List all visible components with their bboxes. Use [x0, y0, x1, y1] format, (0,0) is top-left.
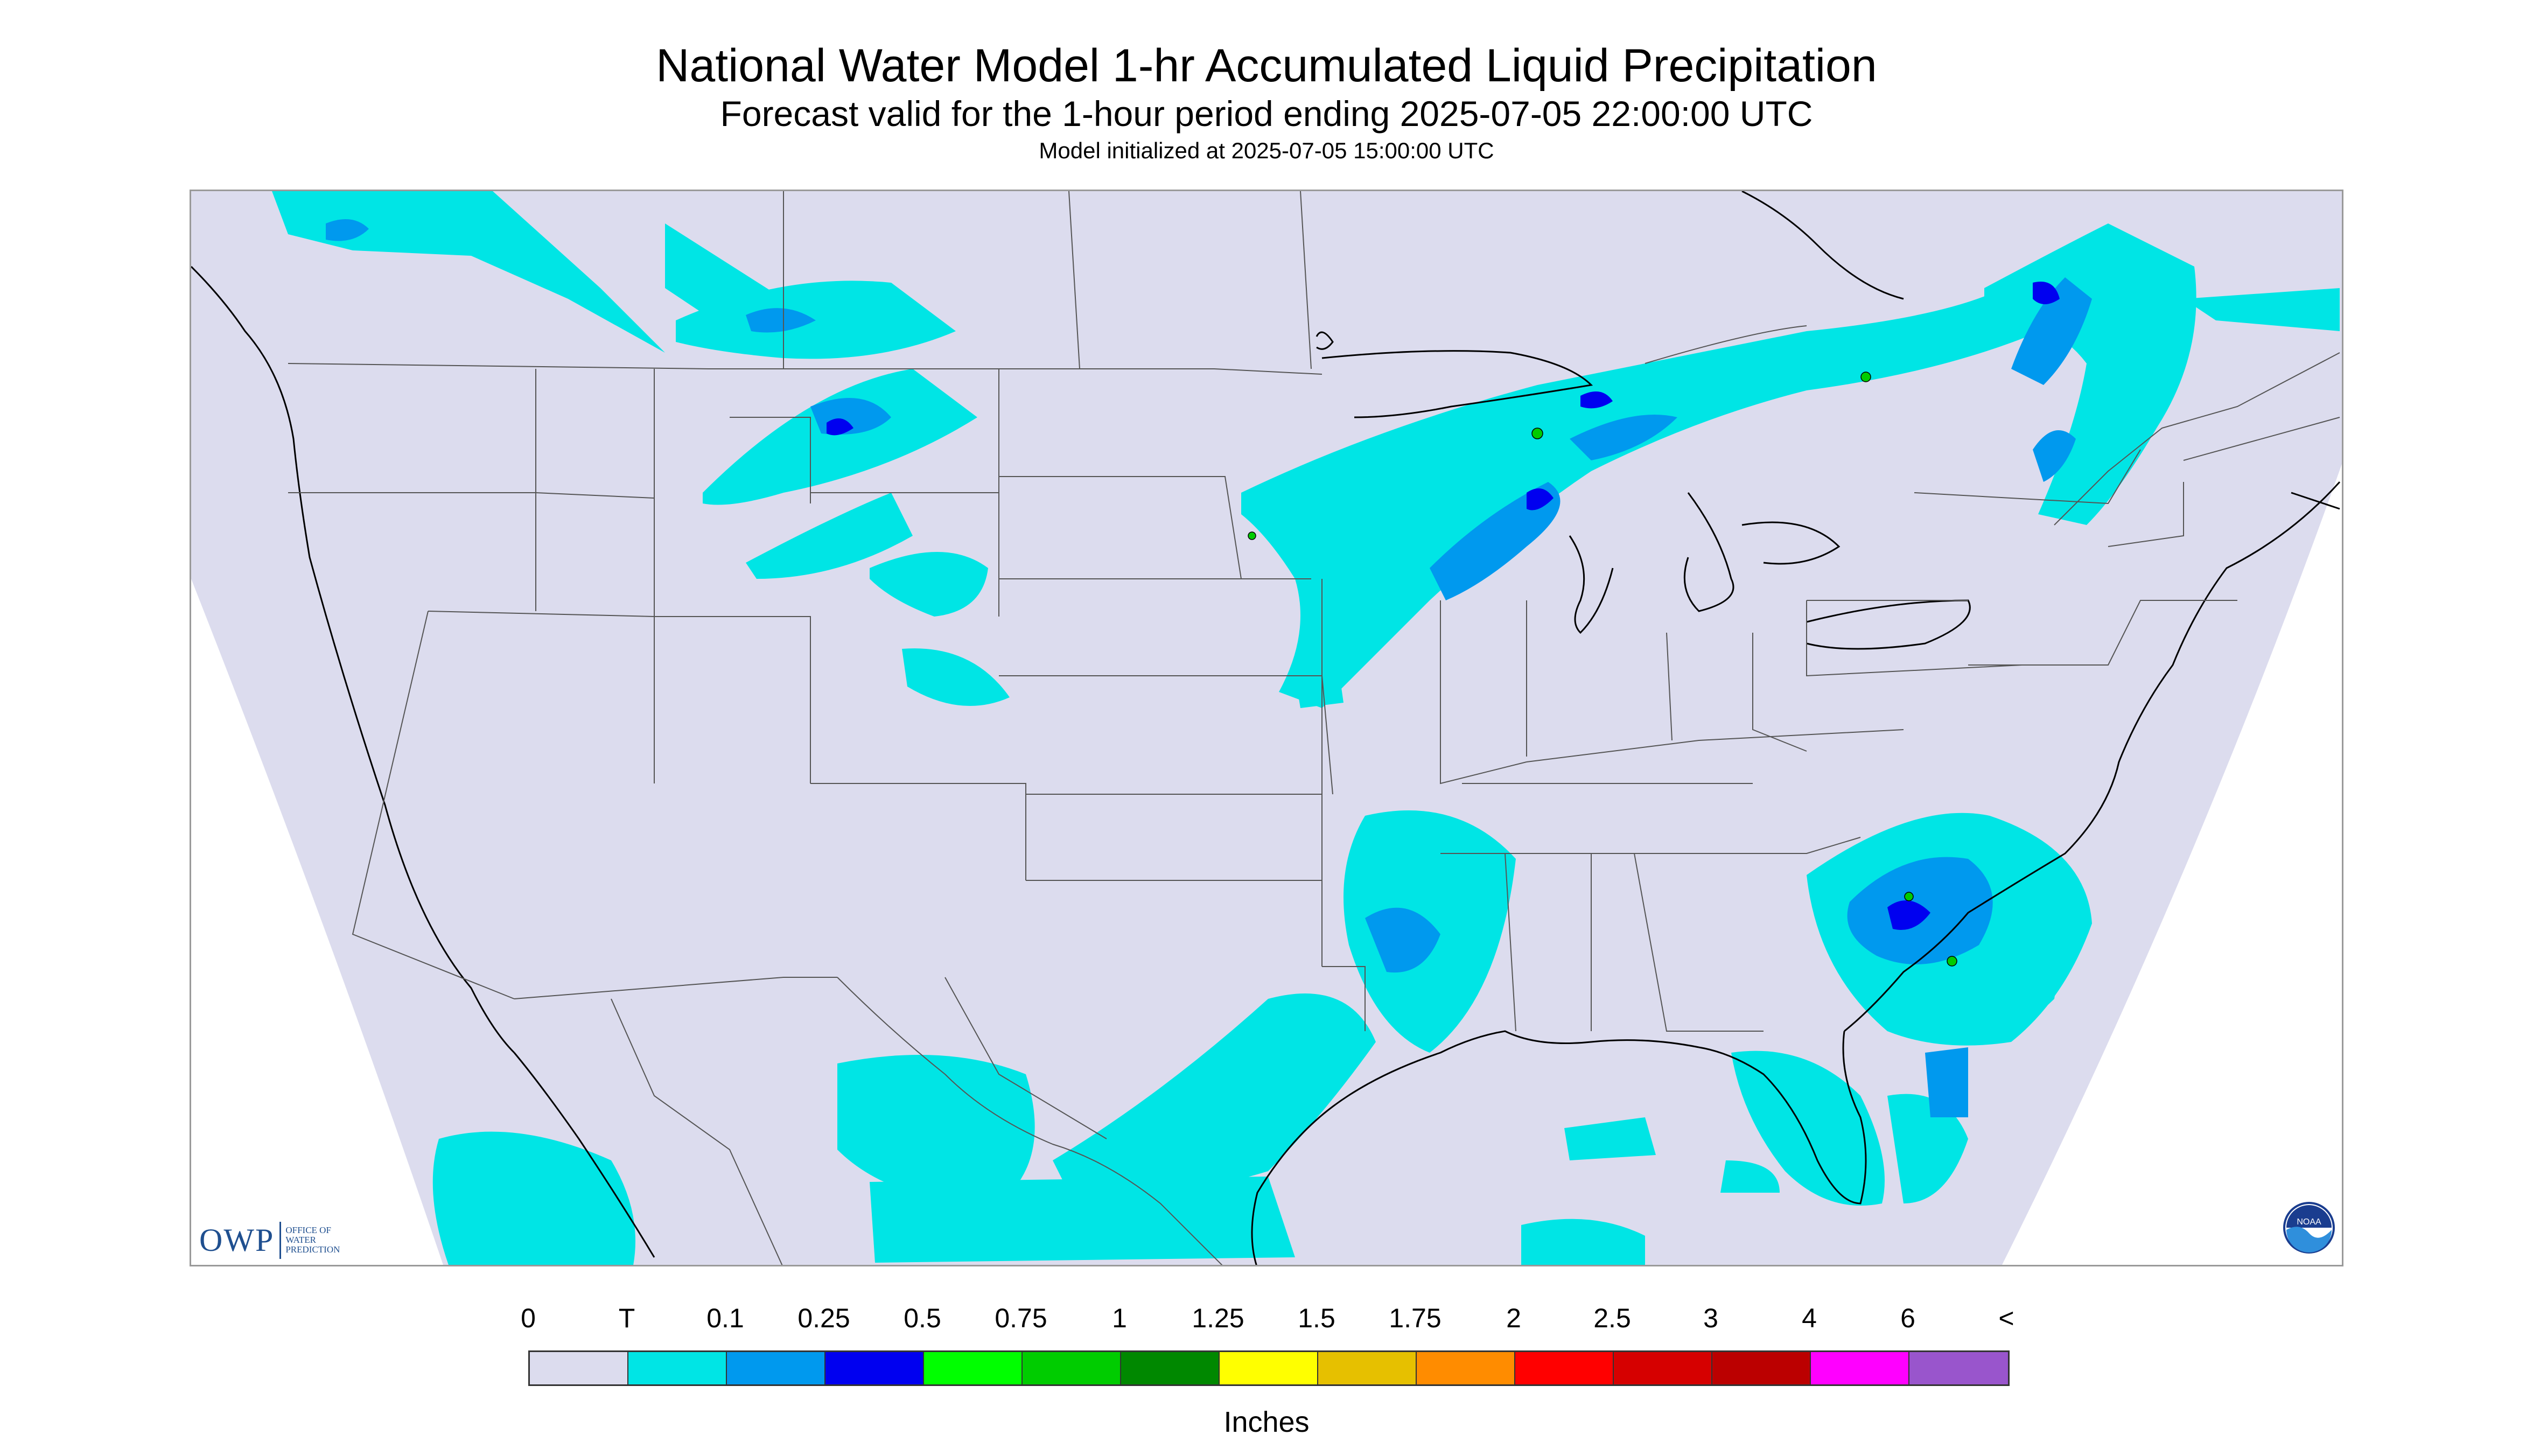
legend-swatch	[924, 1352, 1023, 1384]
legend-label: 2	[1506, 1303, 1521, 1333]
outside-domain-left	[191, 579, 443, 1265]
legend-labels: 0 T 0.1 0.25 0.5 0.75 1 1.25 1.5 1.75 2 2.5 3 4 6 <	[0, 1302, 2533, 1334]
legend-label: 6	[1900, 1303, 1915, 1333]
legend-label: 3	[1703, 1303, 1718, 1333]
legend-label: T	[618, 1303, 635, 1333]
legend-label: 1.5	[1298, 1303, 1335, 1333]
noaa-logo: NOAA	[2283, 1202, 2335, 1254]
outside-domain-right	[2002, 464, 2342, 1265]
legend-swatch	[530, 1352, 628, 1384]
legend-label: <	[1998, 1303, 2014, 1333]
precipitation-map	[190, 190, 2343, 1266]
legend-swatch	[727, 1352, 825, 1384]
legend-swatch	[1417, 1352, 1515, 1384]
legend-swatch	[825, 1352, 924, 1384]
legend-label: 0.1	[706, 1303, 744, 1333]
legend-swatch	[1811, 1352, 1909, 1384]
owp-logo: OWP Office of Water Prediction	[199, 1221, 355, 1259]
legend-label: 4	[1802, 1303, 1817, 1333]
legend-swatch	[1220, 1352, 1318, 1384]
legend-label: 1.75	[1389, 1303, 1442, 1333]
legend-label: 2.5	[1593, 1303, 1631, 1333]
coastlines	[191, 191, 2341, 1265]
legend-label: 1.25	[1192, 1303, 1244, 1333]
owp-logo-mark: OWP	[199, 1221, 282, 1259]
legend-swatch	[1318, 1352, 1417, 1384]
legend-label: 0	[521, 1303, 536, 1333]
precip-heavy-areas	[827, 282, 2060, 930]
legend-label: 0.25	[797, 1303, 850, 1333]
legend-swatch	[1023, 1352, 1121, 1384]
owp-logo-text: Office of Water Prediction	[285, 1225, 340, 1255]
legend-swatch	[1121, 1352, 1220, 1384]
map-canvas	[191, 191, 2342, 1265]
legend-swatch	[1515, 1352, 1614, 1384]
legend-label: 1	[1112, 1303, 1127, 1333]
noaa-logo-text: NOAA	[2297, 1217, 2321, 1227]
legend-swatch	[1614, 1352, 1712, 1384]
precip-trace-areas	[272, 191, 2340, 1265]
map-title: National Water Model 1-hr Accumulated Li…	[656, 40, 1877, 92]
political-boundaries	[288, 191, 2340, 1265]
legend-label: 0.5	[904, 1303, 941, 1333]
legend-swatch	[1712, 1352, 1811, 1384]
legend-colorbar	[528, 1350, 2010, 1386]
legend-label: 0.75	[995, 1303, 1047, 1333]
model-init-text: Model initialized at 2025-07-05 15:00:00…	[1039, 138, 1494, 163]
legend-units: Inches	[1223, 1406, 1310, 1438]
legend-swatch	[628, 1352, 727, 1384]
legend-swatch	[1909, 1352, 2008, 1384]
forecast-valid-subtitle: Forecast valid for the 1-hour period end…	[720, 94, 1813, 134]
precip-very-heavy-spots	[1248, 372, 1957, 967]
